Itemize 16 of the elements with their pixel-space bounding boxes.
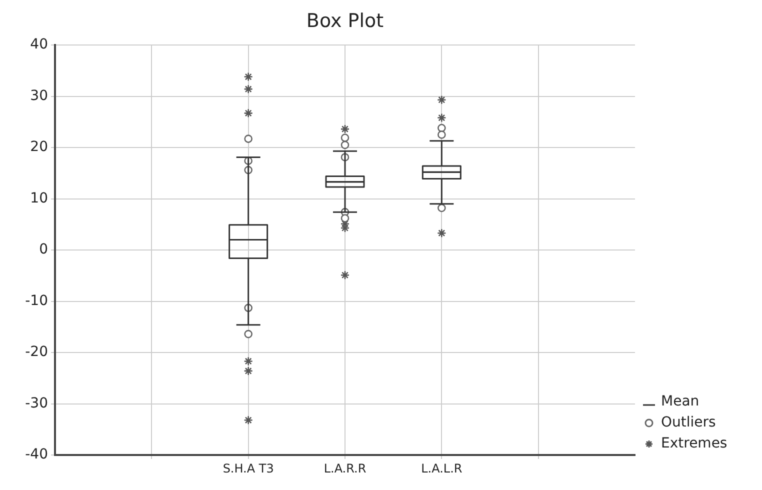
x-tick-label: L.A.L.R	[421, 461, 462, 476]
y-tick-label: -10	[25, 292, 48, 309]
x-tick-label: S.H.A T3	[222, 461, 274, 476]
legend-label: Outliers	[661, 414, 716, 431]
chart-title: Box Plot	[296, 8, 394, 34]
y-tick-label: 40	[30, 36, 48, 53]
legend-label: Mean	[661, 394, 700, 410]
legend-label: Extremes	[661, 436, 728, 452]
x-tick-label: L.A.R.R	[324, 461, 366, 476]
y-tick-label: 0	[39, 242, 48, 258]
y-tick-label: 20	[30, 139, 48, 156]
y-tick-label: 30	[30, 88, 48, 104]
y-tick-label: -40	[25, 446, 48, 463]
y-tick-label: -20	[25, 344, 48, 360]
y-tick-label: -30	[25, 395, 48, 412]
y-tick-label: 10	[30, 190, 48, 206]
